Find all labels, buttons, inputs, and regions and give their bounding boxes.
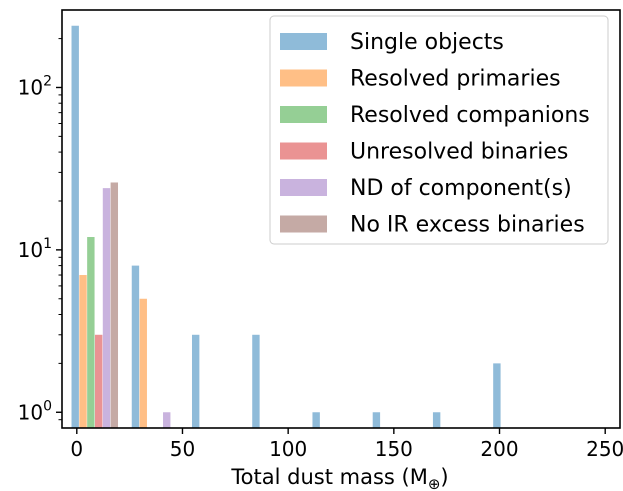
bar-series-0-bin-3 — [252, 334, 260, 428]
x-axis-ticks: 0 50 100 150 200 250 — [70, 428, 623, 461]
bar-series-0-bin-7 — [493, 363, 501, 428]
x-tick-label: 0 — [70, 437, 83, 461]
x-axis-label: Total dust mass (M⊕) — [230, 465, 448, 491]
legend-swatch — [280, 215, 327, 233]
bars-group — [71, 25, 501, 428]
bar-series-0-bin-5 — [372, 412, 381, 428]
legend-label: Unresolved binaries — [350, 140, 568, 165]
legend-label: ND of component(s) — [350, 176, 572, 201]
bar-series-1-bin-1 — [139, 298, 147, 428]
legend-label: Single objects — [350, 30, 504, 55]
bar-series-0-bin-2 — [191, 334, 200, 428]
x-tick-label: 50 — [170, 437, 195, 461]
bar-series-4-bin-0 — [102, 188, 111, 428]
bar-series-2-bin-0 — [87, 237, 95, 428]
legend: Single objects Resolved primaries Resolved… — [269, 15, 609, 245]
x-tick-label: 100 — [269, 437, 307, 461]
x-tick-label: 250 — [586, 437, 623, 461]
y-tick-label: 100 — [18, 398, 52, 424]
legend-swatch — [280, 33, 327, 50]
bar-series-4-bin-1 — [163, 412, 171, 428]
legend-swatch — [280, 142, 327, 160]
legend-label: No IR excess binaries — [350, 213, 585, 238]
bar-series-5-bin-0 — [110, 182, 119, 428]
bar-series-0-bin-6 — [432, 412, 441, 428]
x-tick-label: 150 — [375, 437, 413, 461]
legend-label: Resolved primaries — [350, 67, 561, 92]
bar-series-0-bin-4 — [312, 412, 320, 428]
legend-swatch — [280, 69, 327, 87]
bar-series-0-bin-0 — [71, 25, 79, 428]
plot-frame — [61, 9, 621, 429]
x-tick-label: 200 — [480, 437, 518, 461]
y-tick-label: 101 — [18, 236, 52, 262]
bar-series-3-bin-0 — [94, 334, 103, 428]
bar-series-1-bin-0 — [79, 275, 87, 428]
legend-swatch — [280, 106, 327, 123]
legend-swatch — [280, 179, 327, 196]
bar-series-0-bin-1 — [131, 265, 140, 428]
legend-box — [269, 15, 609, 245]
y-axis-ticks: 100 101 102 — [18, 38, 62, 424]
legend-label: Resolved companions — [350, 103, 590, 128]
y-tick-label: 102 — [18, 73, 52, 99]
